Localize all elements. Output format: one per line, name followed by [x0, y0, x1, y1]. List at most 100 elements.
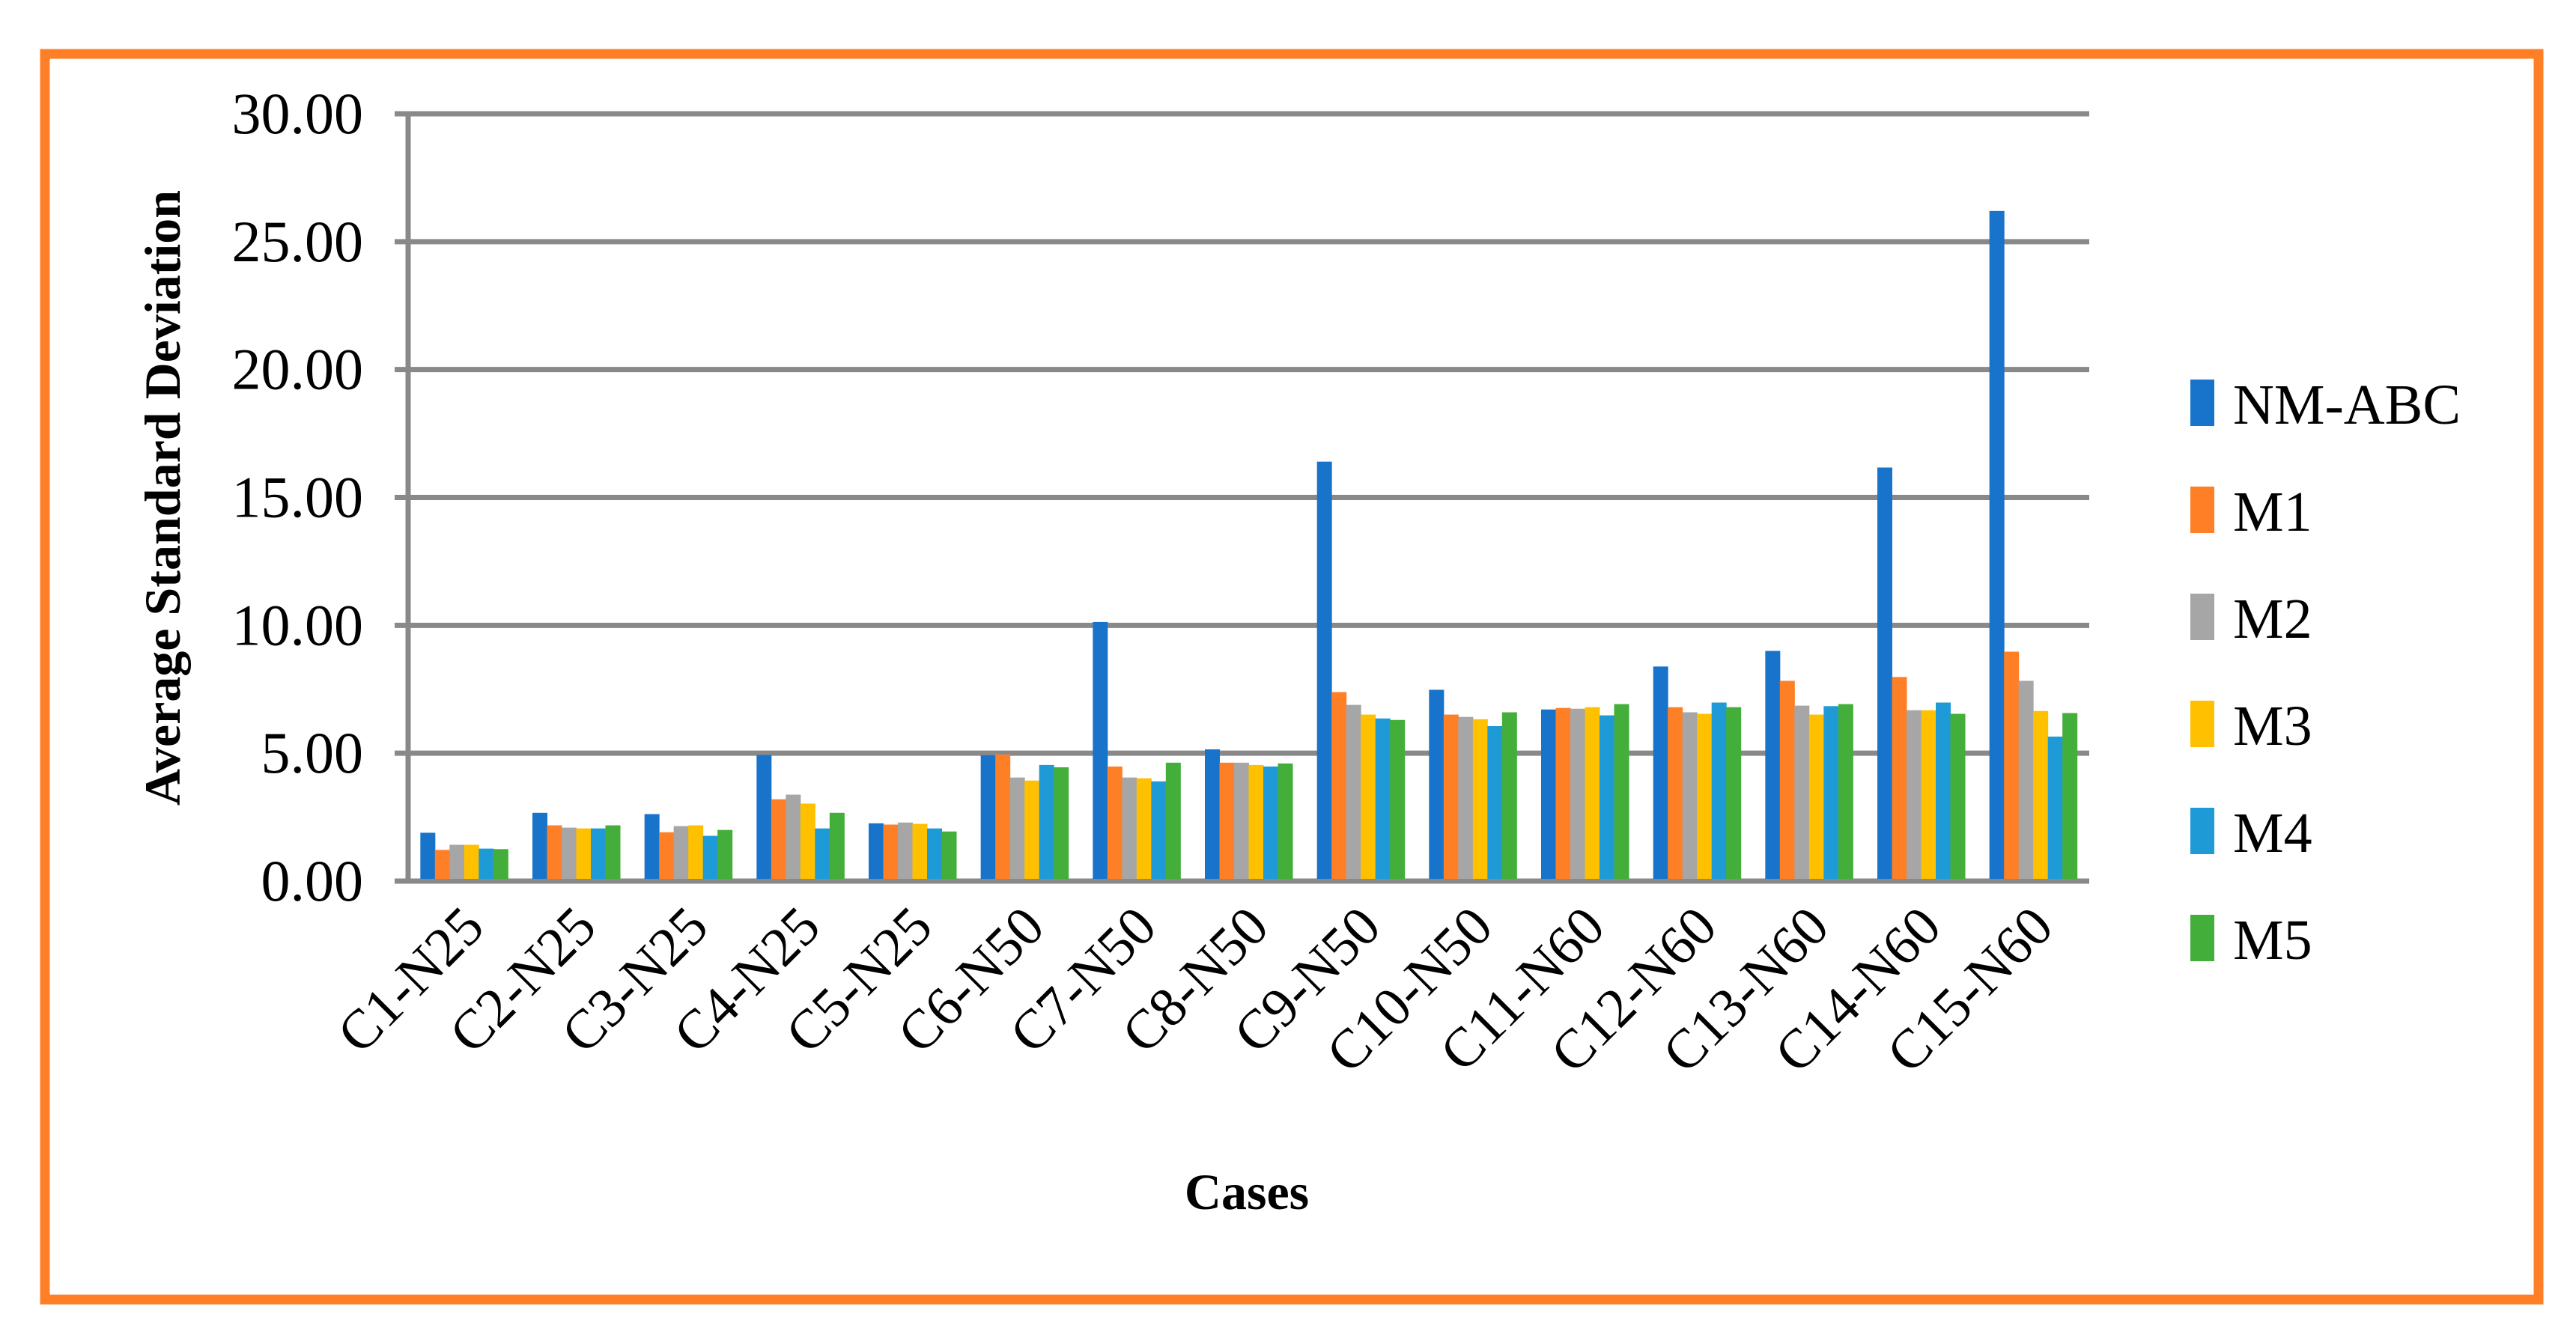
- bar-M3-C1-N25: [464, 844, 479, 879]
- bar-NM-ABC-C6-N50: [980, 755, 996, 879]
- y-tick-label: 30.00: [232, 81, 364, 146]
- gridlines: [395, 111, 2089, 884]
- bar-M3-C4-N25: [800, 803, 815, 879]
- bar-M3-C6-N50: [1024, 780, 1040, 879]
- bar-M5-C14-N60: [1950, 713, 1966, 879]
- y-tick-label: 0.00: [261, 848, 364, 913]
- bar-NM-ABC-C12-N60: [1653, 666, 1668, 879]
- bar-NM-ABC-C1-N25: [420, 832, 436, 879]
- bar-M3-C5-N25: [912, 823, 928, 879]
- bar-M5-C6-N50: [1054, 767, 1069, 879]
- bar-M1-C13-N60: [1779, 680, 1795, 879]
- bar-M2-C7-N50: [1122, 777, 1137, 879]
- legend-swatch: [2190, 487, 2214, 533]
- bar-NM-ABC-C14-N60: [1877, 467, 1892, 879]
- bar-M3-C15-N60: [2033, 710, 2049, 879]
- bar-M4-C12-N60: [1711, 702, 1727, 879]
- bar-M3-C10-N50: [1472, 719, 1488, 879]
- legend-item-M1: M1: [2190, 481, 2312, 543]
- bar-M5-C11-N60: [1614, 704, 1629, 879]
- bar-M2-C12-N60: [1682, 712, 1698, 879]
- bar-NM-ABC-C7-N50: [1093, 621, 1108, 879]
- bar-M3-C9-N50: [1361, 714, 1376, 879]
- bar-M4-C9-N50: [1375, 718, 1391, 879]
- y-axis-title: Average Standard Deviation: [134, 190, 191, 805]
- x-axis-title: Cases: [1185, 1163, 1309, 1220]
- bar-M1-C15-N60: [2004, 651, 2020, 879]
- bar-M2-C13-N60: [1794, 705, 1810, 879]
- bar-M1-C14-N60: [1892, 677, 1907, 879]
- bar-NM-ABC-C9-N50: [1316, 461, 1332, 879]
- bar-NM-ABC-C4-N25: [756, 755, 772, 879]
- bar-M4-C3-N25: [702, 835, 718, 879]
- legend-item-M4: M4: [2190, 802, 2312, 865]
- bar-M2-C9-N50: [1346, 704, 1361, 879]
- bar-M4-C6-N50: [1039, 764, 1054, 879]
- bar-M5-C13-N60: [1838, 704, 1853, 879]
- bar-M2-C8-N50: [1234, 762, 1249, 879]
- y-tick-label: 10.00: [232, 592, 364, 657]
- legend-label: M5: [2233, 909, 2312, 972]
- bar-M2-C4-N25: [786, 794, 801, 879]
- bar-NM-ABC-C15-N60: [1989, 210, 2005, 879]
- bar-M5-C15-N60: [2062, 713, 2078, 879]
- bar-M3-C3-N25: [688, 825, 704, 879]
- legend-item-NM-ABC: NM-ABC: [2190, 374, 2461, 436]
- chart-frame: [40, 49, 2544, 1305]
- bar-M2-C6-N50: [1009, 777, 1025, 879]
- bar-M2-C5-N25: [898, 822, 913, 879]
- bar-M4-C15-N60: [2047, 736, 2063, 879]
- legend-item-M3: M3: [2190, 695, 2312, 758]
- bar-NM-ABC-C2-N25: [532, 812, 547, 879]
- bar-M2-C14-N60: [1907, 710, 1922, 879]
- bar-M4-C5-N25: [927, 828, 942, 879]
- bar-M1-C7-N50: [1107, 766, 1123, 879]
- bar-NM-ABC-C3-N25: [644, 814, 660, 879]
- bar-M3-C2-N25: [576, 828, 592, 879]
- bar-M5-C12-N60: [1726, 707, 1742, 879]
- legend-label: M1: [2233, 481, 2312, 543]
- bar-M4-C2-N25: [591, 828, 606, 879]
- legend-swatch: [2190, 915, 2214, 961]
- legend: NM-ABC M1 M2 M3 M4 M5: [2190, 374, 2461, 972]
- bar-NM-ABC-C8-N50: [1205, 749, 1220, 879]
- bar-NM-ABC-C10-N50: [1429, 689, 1445, 879]
- bar-M1-C6-N50: [995, 754, 1011, 879]
- bar-M2-C10-N50: [1458, 716, 1474, 879]
- bar-M4-C14-N60: [1936, 702, 1951, 879]
- bars: [420, 210, 2078, 879]
- bar-NM-ABC-C13-N60: [1765, 651, 1781, 879]
- bar-M3-C14-N60: [1921, 710, 1936, 879]
- bar-M2-C2-N25: [562, 827, 577, 879]
- bar-M5-C9-N50: [1390, 719, 1406, 879]
- bar-M2-C15-N60: [2018, 680, 2034, 879]
- bar-M4-C7-N50: [1151, 781, 1167, 879]
- bar-M1-C8-N50: [1219, 762, 1235, 879]
- bar-M1-C11-N60: [1555, 707, 1571, 879]
- bar-M4-C1-N25: [479, 848, 494, 879]
- bar-M1-C10-N50: [1443, 714, 1459, 879]
- bar-M1-C2-N25: [547, 825, 562, 879]
- legend-swatch: [2190, 594, 2214, 640]
- legend-swatch: [2190, 808, 2214, 854]
- bar-M5-C8-N50: [1278, 763, 1293, 879]
- bar-M5-C1-N25: [493, 849, 508, 879]
- legend-swatch: [2190, 380, 2214, 426]
- legend-item-M5: M5: [2190, 909, 2312, 972]
- bar-M5-C3-N25: [717, 829, 733, 879]
- bar-M5-C2-N25: [605, 825, 621, 879]
- legend-label: M2: [2233, 588, 2312, 651]
- bar-M3-C12-N60: [1697, 713, 1713, 879]
- bar-M3-C11-N60: [1585, 707, 1600, 879]
- bar-M4-C11-N60: [1600, 715, 1614, 879]
- bar-M4-C13-N60: [1823, 706, 1839, 879]
- y-tick-label: 5.00: [261, 720, 364, 785]
- legend-label: NM-ABC: [2233, 374, 2461, 436]
- bar-M2-C11-N60: [1570, 708, 1585, 879]
- bar-M1-C1-N25: [434, 850, 450, 879]
- legend-label: M4: [2233, 802, 2312, 865]
- y-tick-label: 15.00: [232, 465, 364, 530]
- bar-M4-C8-N50: [1263, 766, 1278, 879]
- bar-M3-C13-N60: [1808, 714, 1824, 879]
